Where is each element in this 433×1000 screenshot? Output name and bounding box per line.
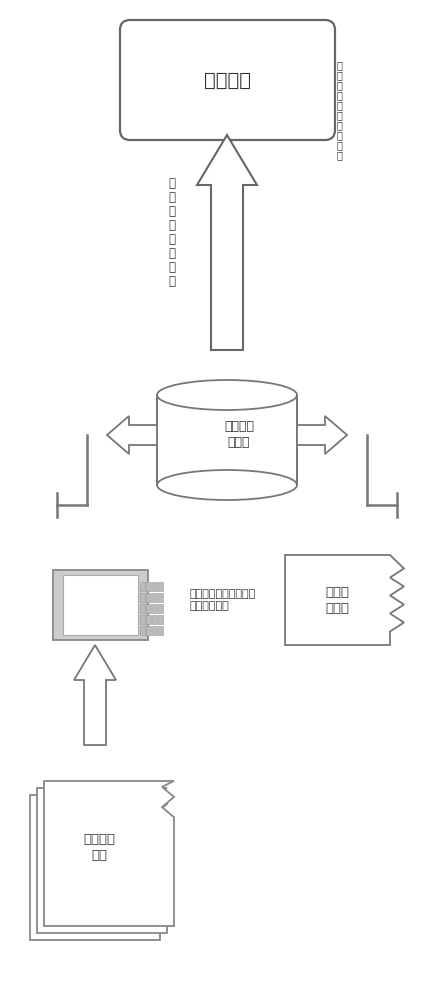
Bar — [158, 593, 162, 602]
Bar — [139, 604, 145, 613]
Bar — [139, 593, 145, 602]
Bar — [158, 626, 162, 635]
Text: 划版设计
文档: 划版设计 文档 — [83, 833, 115, 862]
Bar — [139, 615, 145, 624]
Bar — [152, 615, 156, 624]
Text: 批
量
生
成
量
测
程
式: 批 量 生 成 量 测 程 式 — [168, 177, 175, 288]
Ellipse shape — [157, 380, 297, 410]
Bar — [52, 570, 148, 640]
Polygon shape — [30, 795, 160, 940]
Bar — [145, 604, 151, 613]
Bar — [139, 582, 145, 591]
FancyArrow shape — [197, 135, 257, 350]
Bar — [152, 582, 156, 591]
FancyArrow shape — [74, 645, 116, 745]
Bar — [145, 593, 151, 602]
Ellipse shape — [157, 470, 297, 500]
Polygon shape — [37, 788, 167, 933]
Text: 量测机台
数据库: 量测机台 数据库 — [224, 420, 254, 450]
FancyBboxPatch shape — [120, 20, 335, 140]
Bar — [158, 582, 162, 591]
Bar — [152, 604, 156, 613]
Bar — [157, 395, 297, 485]
Bar — [139, 626, 145, 635]
Polygon shape — [285, 555, 404, 645]
Bar — [152, 593, 156, 602]
Polygon shape — [44, 781, 174, 926]
Text: 入
库
量
测
程
式
执
行
结
果: 入 库 量 测 程 式 执 行 结 果 — [337, 60, 343, 160]
FancyArrow shape — [107, 416, 157, 454]
Bar — [158, 615, 162, 624]
Bar — [145, 626, 151, 635]
FancyArrow shape — [297, 416, 347, 454]
Bar — [62, 575, 138, 635]
Text: 计算机程序自动化转换
抽取模板数据: 计算机程序自动化转换 抽取模板数据 — [190, 589, 256, 611]
Bar — [145, 582, 151, 591]
Bar — [158, 604, 162, 613]
Text: 量测机台: 量测机台 — [204, 70, 251, 90]
Text: 量测程
式模板: 量测程 式模板 — [326, 585, 349, 614]
Bar — [145, 615, 151, 624]
Bar — [152, 626, 156, 635]
